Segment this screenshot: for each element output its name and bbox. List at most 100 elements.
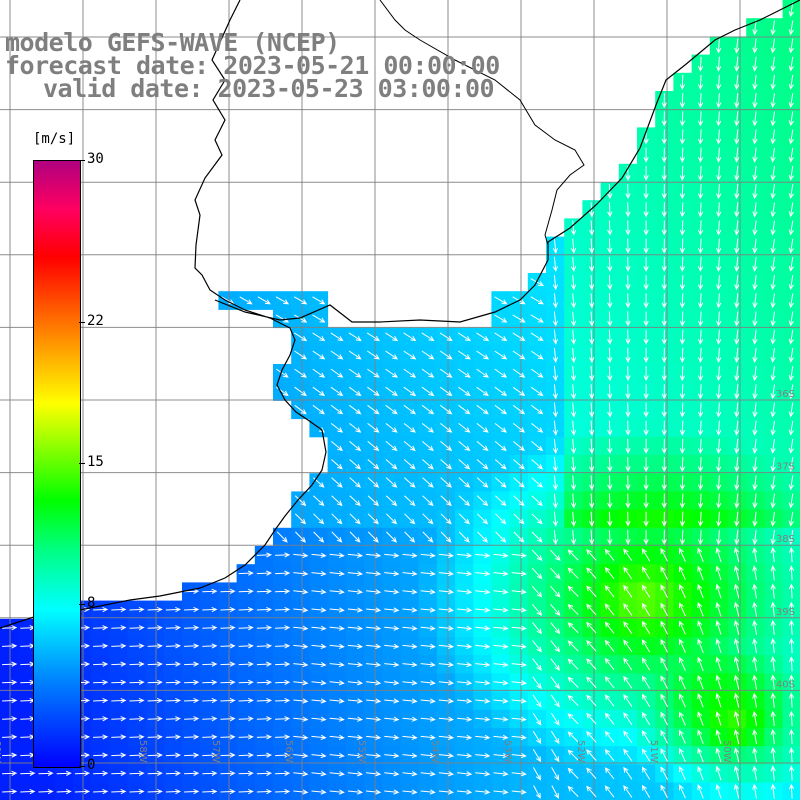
wind-arrow (511, 552, 527, 558)
wind-arrow (788, 493, 794, 509)
wind-arrow (385, 404, 398, 415)
wind-arrow (625, 438, 631, 455)
wind-arrow (256, 679, 273, 685)
wind-arrow (551, 785, 559, 799)
wind-arrow (788, 56, 794, 72)
wind-arrow (697, 602, 704, 617)
wind-arrow (530, 296, 544, 305)
wind-arrow (20, 788, 36, 795)
latitude-label: 38S (776, 534, 795, 545)
wind-arrow (697, 493, 704, 509)
wind-arrow (366, 570, 382, 577)
wind-arrow (643, 420, 649, 436)
wind-arrow (476, 513, 489, 525)
wind-arrow (623, 675, 633, 689)
wind-arrow (733, 547, 740, 563)
wind-arrow (716, 147, 722, 163)
wind-arrow (589, 220, 595, 236)
wind-arrow (147, 625, 163, 631)
wind-arrow (532, 694, 542, 708)
wind-arrow (384, 771, 400, 777)
wind-arrow (788, 765, 795, 781)
wind-arrow (220, 643, 236, 649)
wind-arrow (552, 311, 558, 327)
wind-arrow (511, 570, 527, 577)
wind-arrow (2, 625, 18, 631)
wind-arrow (643, 493, 649, 509)
wind-arrow (439, 386, 453, 397)
wind-arrow (643, 311, 649, 327)
wind-arrow (788, 565, 795, 581)
wind-arrow (349, 477, 361, 488)
wind-arrow (347, 661, 364, 668)
wind-arrow (643, 457, 649, 473)
wind-arrow (366, 752, 382, 759)
wind-arrow (586, 785, 597, 798)
wind-arrow (313, 531, 325, 543)
wind-arrow (679, 693, 686, 708)
wind-arrow (294, 368, 307, 378)
wind-arrow (788, 220, 794, 236)
wind-arrow (256, 734, 273, 740)
wind-arrow (679, 602, 686, 617)
wind-arrow (660, 584, 668, 598)
wind-arrow (511, 625, 527, 631)
wind-arrow (367, 423, 380, 433)
wind-arrow (329, 734, 345, 740)
longitude-label: 58W (137, 740, 148, 763)
wind-arrow (625, 493, 631, 509)
wind-arrow (623, 693, 633, 707)
wind-arrow (147, 697, 163, 704)
wind-arrow (625, 384, 631, 400)
wind-arrow (697, 656, 704, 672)
wind-arrow (552, 511, 558, 527)
wind-arrow (734, 147, 740, 163)
wind-arrow (495, 513, 507, 525)
wind-arrow (38, 770, 54, 776)
wind-arrow (607, 293, 613, 309)
wind-arrow (184, 734, 200, 740)
wind-arrow (494, 332, 508, 342)
wind-arrow (311, 589, 327, 595)
wind-arrow (552, 457, 558, 473)
wind-arrow (607, 438, 613, 455)
wind-arrow (238, 679, 254, 685)
wind-arrow (679, 438, 686, 455)
colorbar-tick-label: 8 (87, 595, 96, 612)
valid-date: valid date: 2023-05-23 03:00:00 (43, 74, 495, 103)
wind-arrow (494, 296, 508, 305)
wind-arrow (788, 347, 794, 363)
wind-arrow (570, 293, 577, 309)
wind-arrow (716, 220, 722, 236)
wind-arrow (293, 771, 309, 777)
wind-arrow (641, 730, 651, 744)
wind-arrow (679, 220, 686, 236)
wind-arrow (679, 74, 686, 91)
wind-arrow (752, 329, 758, 345)
wind-arrow (788, 710, 795, 726)
wind-arrow (494, 404, 508, 415)
wind-arrow (238, 788, 254, 795)
wind-arrow (716, 311, 722, 327)
wind-arrow (475, 752, 491, 759)
wind-arrow (402, 607, 418, 613)
wind-arrow (348, 350, 362, 360)
wind-arrow (366, 332, 380, 342)
wind-arrow (570, 275, 577, 291)
wind-arrow (2, 643, 18, 649)
wind-arrow (531, 495, 543, 507)
wind-arrow (625, 238, 631, 254)
wind-arrow (660, 766, 668, 780)
wind-arrow (734, 347, 740, 364)
wind-arrow (770, 202, 776, 218)
wind-arrow (586, 585, 597, 598)
wind-arrow (312, 332, 326, 342)
wind-arrow (458, 531, 470, 543)
wind-arrow (440, 459, 453, 470)
wind-arrow (567, 603, 579, 616)
wind-arrow (661, 311, 667, 327)
wind-arrow (697, 111, 704, 127)
wind-arrow (589, 329, 595, 345)
wind-arrow (421, 386, 435, 397)
